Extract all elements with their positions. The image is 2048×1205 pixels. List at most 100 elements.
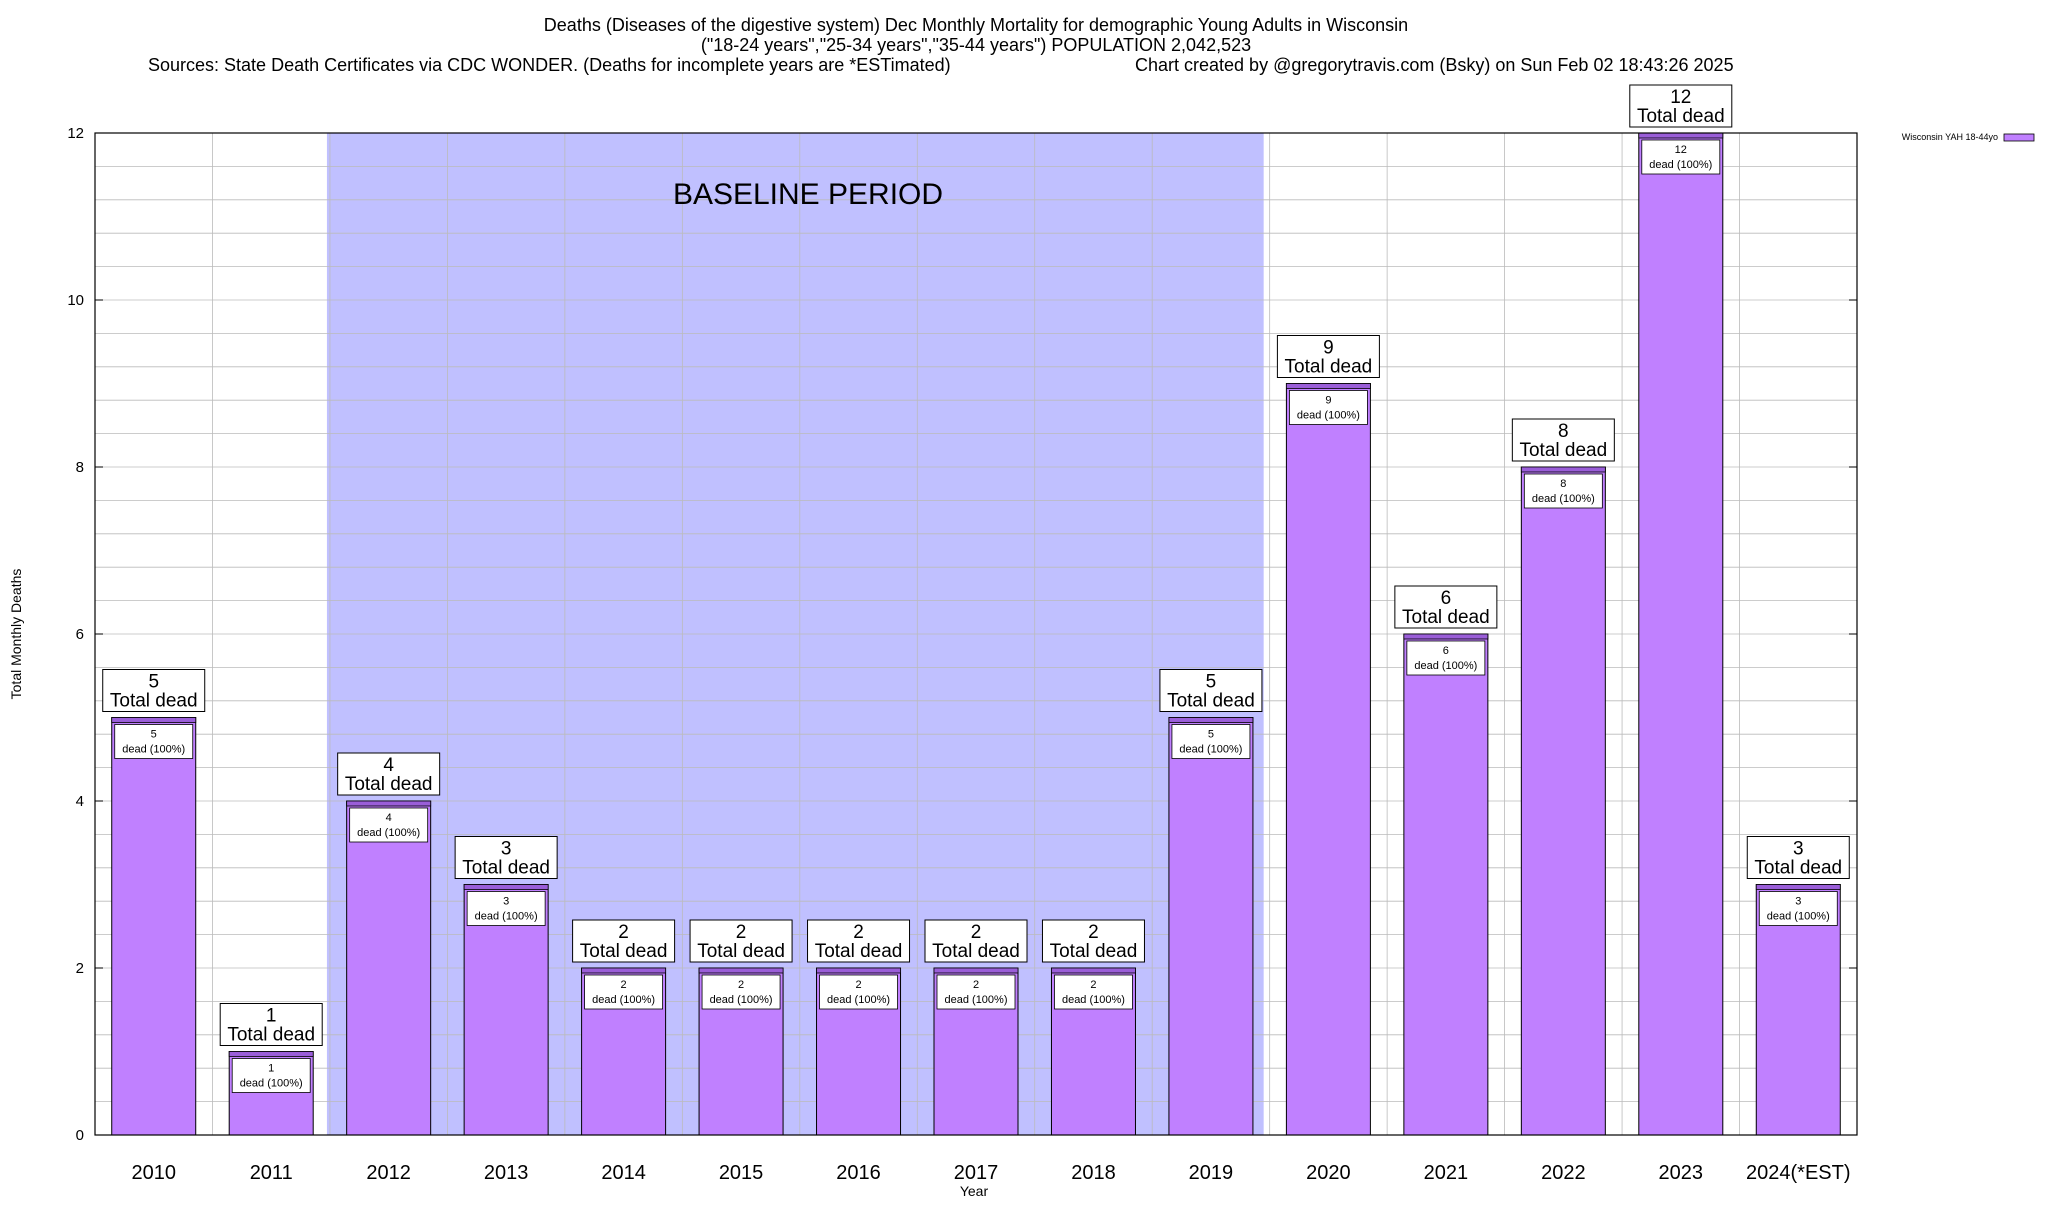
x-axis-label: Year [960, 1183, 989, 1199]
bar-inner-value-label: 8 [1560, 478, 1566, 490]
bar-inner-value-label: 5 [1208, 729, 1214, 741]
bar-inner-pct-label: dead (100%) [1532, 493, 1595, 505]
bar-total-value-label: 8 [1558, 421, 1569, 442]
bar-inner-label-box [701, 974, 781, 1010]
bar-total-label-box [924, 919, 1028, 963]
bar-top-segment [346, 800, 432, 807]
bar [1285, 383, 1371, 1136]
bar-total-value-label: 3 [501, 839, 512, 860]
bar-inner-pct-label: dead (100%) [827, 994, 890, 1006]
bar-inner-pct-label: dead (100%) [592, 994, 655, 1006]
bar [463, 884, 549, 1136]
x-tick-label: 2018 [1071, 1162, 1116, 1184]
bar-inner-value-label: 1 [268, 1063, 274, 1075]
y-tick-label: 10 [67, 292, 84, 309]
x-tick-label: 2022 [1541, 1162, 1586, 1184]
bar-inner-pct-label: dead (100%) [945, 994, 1008, 1006]
bar-total-value-label: 4 [383, 755, 394, 776]
bar-total-text-label: Total dead [815, 941, 903, 962]
y-tick-label: 6 [76, 626, 84, 643]
bar-inner-pct-label: dead (100%) [357, 827, 420, 839]
bar-total-label-box [1041, 919, 1145, 963]
bar-inner-label-box [584, 974, 663, 1010]
bar-inner-pct-label: dead (100%) [122, 744, 185, 756]
x-tick-label: 2014 [601, 1162, 646, 1184]
x-tick-label: 2011 [250, 1162, 293, 1184]
bar-total-text-label: Total dead [1167, 691, 1255, 712]
bar-top-segment [581, 967, 666, 974]
bar-top-segment [111, 717, 197, 723]
bar-total-value-label: 2 [853, 922, 864, 943]
bar-total-label-box [572, 919, 676, 963]
bar-inner-value-label: 4 [386, 812, 392, 824]
x-tick-label: 2015 [719, 1162, 764, 1184]
bar-top-segment [1168, 717, 1254, 723]
bar-total-text-label: Total dead [932, 941, 1020, 962]
bar-inner-label-box [349, 807, 429, 843]
bar-inner-label-box [1054, 974, 1133, 1010]
bar-total-label-box [689, 919, 793, 963]
y-tick-label: 12 [67, 125, 84, 142]
bar-total-label-box [454, 836, 558, 879]
sources-text: Sources: State Death Certificates via CD… [148, 55, 951, 75]
bar-inner-pct-label: dead (100%) [240, 1078, 303, 1090]
y-axis-label: Total Monthly Deaths [8, 569, 24, 700]
bar-inner-pct-label: dead (100%) [1179, 744, 1242, 756]
bar-inner-label-box [466, 891, 546, 926]
x-tick-label: 2021 [1424, 1162, 1469, 1184]
bar-inner-value-label: 6 [1443, 645, 1449, 657]
bar-total-text-label: Total dead [1637, 106, 1725, 127]
bar-inner-value-label: 5 [151, 729, 157, 741]
bar-total-text-label: Total dead [1050, 941, 1138, 962]
x-tick-label: 2016 [836, 1162, 881, 1184]
x-tick-label: 2013 [484, 1162, 529, 1184]
x-tick-label: 2020 [1306, 1162, 1351, 1184]
bar-total-text-label: Total dead [227, 1025, 315, 1046]
bar-total-label-box [1511, 418, 1615, 462]
bar-top-segment [1051, 967, 1136, 974]
bar-total-value-label: 1 [266, 1006, 277, 1027]
bar-inner-value-label: 2 [973, 979, 979, 991]
y-tick-label: 4 [76, 793, 84, 810]
bar-total-value-label: 2 [1088, 922, 1099, 943]
bar-total-text-label: Total dead [1519, 440, 1607, 461]
x-tick-label: 2012 [366, 1162, 411, 1184]
bar-top-segment [1286, 383, 1371, 389]
bar-inner-value-label: 2 [855, 979, 861, 991]
bar-inner-pct-label: dead (100%) [1767, 911, 1830, 923]
bar-inner-label-box [1641, 139, 1721, 175]
bar-inner-label-box [936, 974, 1016, 1010]
bar-total-label-box [1159, 669, 1263, 712]
bar-inner-label-box [1171, 724, 1251, 759]
bar [1168, 717, 1254, 1136]
legend-swatch [2003, 133, 2035, 142]
bar-top-segment [1520, 466, 1606, 473]
bar-inner-label-box [114, 724, 194, 759]
bar [346, 800, 432, 1136]
bar-total-value-label: 3 [1793, 839, 1804, 860]
bar-inner-value-label: 2 [621, 979, 627, 991]
bar-inner-pct-label: dead (100%) [1062, 994, 1125, 1006]
y-tick-label: 2 [76, 960, 84, 977]
chart-title-line-2: ("18-24 years","25-34 years","35-44 year… [701, 35, 1251, 55]
bar-total-value-label: 5 [148, 672, 159, 693]
bar-top-segment [816, 967, 901, 974]
bar-top-segment [463, 884, 549, 890]
bar-total-text-label: Total dead [1754, 858, 1842, 879]
bar-total-value-label: 6 [1441, 588, 1452, 609]
bar-inner-label-box [1758, 891, 1838, 926]
bar-total-label-box [807, 919, 911, 963]
bar-total-text-label: Total dead [345, 774, 433, 795]
bar-total-text-label: Total dead [1402, 607, 1490, 628]
x-tick-label: 2023 [1659, 1162, 1704, 1184]
x-tick-label: 2010 [131, 1162, 176, 1184]
bar-inner-value-label: 3 [1795, 896, 1801, 908]
bar-total-label-box [219, 1003, 323, 1046]
bar [1403, 633, 1489, 1136]
x-tick-label: 2019 [1189, 1162, 1234, 1184]
bar-total-text-label: Total dead [697, 941, 785, 962]
bar [111, 717, 197, 1136]
bar-total-label-box [1629, 84, 1733, 128]
